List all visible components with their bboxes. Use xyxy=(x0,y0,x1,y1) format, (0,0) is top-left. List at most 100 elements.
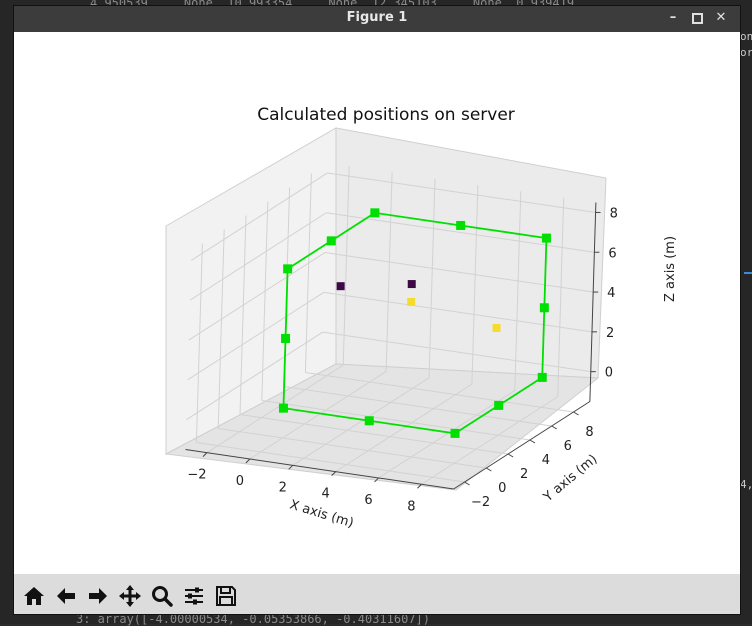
back-icon xyxy=(57,588,75,604)
save-icon xyxy=(216,586,236,606)
zoom-button[interactable] xyxy=(148,582,176,610)
outline-marker xyxy=(494,400,504,410)
floor-grid-x xyxy=(378,390,516,479)
outline-marker xyxy=(364,416,374,426)
y-tick xyxy=(551,425,557,430)
floor-grid-y xyxy=(218,428,487,469)
figure-window: Figure 1 – ✕ −2 0 2 4 6 8 −2 0 2 4 6 8 0 2 4 6 8 Calcula… xyxy=(14,6,740,614)
side-grid-z xyxy=(186,331,323,421)
floor-grid-y xyxy=(283,386,552,427)
back-grid-x xyxy=(557,197,565,397)
z-axis-line xyxy=(589,202,597,402)
outline-marker xyxy=(326,236,336,246)
side-grid-z xyxy=(190,172,328,261)
scatter-point xyxy=(336,282,345,291)
back-grid-x xyxy=(428,178,436,378)
chart-title: Calculated positions on server xyxy=(257,105,515,125)
forward-icon xyxy=(89,588,107,604)
x-tick-label: 8 xyxy=(407,499,415,514)
y-tick xyxy=(529,439,536,444)
side-grid-z xyxy=(187,291,325,381)
back-grid-x xyxy=(514,191,522,391)
floor-grid-x xyxy=(421,396,558,485)
side-grid-z xyxy=(188,252,326,341)
grid-lines xyxy=(186,166,596,485)
y-tick xyxy=(486,467,492,472)
configure-subplots-button[interactable] xyxy=(180,582,208,610)
x-tick xyxy=(245,458,251,464)
side-grid-y xyxy=(217,229,225,429)
outline-marker xyxy=(539,303,549,313)
z-tick-label: 0 xyxy=(605,366,613,381)
side-grid-y xyxy=(261,201,269,401)
y-tick xyxy=(507,453,514,458)
y-tick-label: 2 xyxy=(520,467,528,482)
maximize-button[interactable] xyxy=(688,9,706,27)
maximize-icon xyxy=(691,13,703,24)
back-grid-x xyxy=(385,172,393,372)
back-grid-z xyxy=(323,291,593,333)
back-grid-z xyxy=(327,172,596,213)
minimize-button[interactable]: – xyxy=(669,10,677,25)
side-grid-z xyxy=(189,212,327,301)
terminal-line-top: 4.950539 None 10.993354 None 12.345103 N… xyxy=(90,0,575,10)
y-tick-label: 6 xyxy=(564,439,572,454)
outline-marker xyxy=(456,220,466,230)
scatter-point xyxy=(492,323,501,332)
floor-grid-y xyxy=(196,442,465,483)
x-tick xyxy=(331,471,337,476)
floor-grid-y xyxy=(239,414,509,455)
floor-grid-x xyxy=(335,383,473,473)
outline-marker xyxy=(283,264,293,274)
axis-lines xyxy=(185,202,601,490)
outline-marker xyxy=(281,333,291,343)
home-button[interactable] xyxy=(20,582,48,610)
data-series xyxy=(278,208,551,438)
x-tick xyxy=(288,464,294,470)
back-button[interactable] xyxy=(52,582,80,610)
floor-grid-y xyxy=(261,400,530,441)
y-tick xyxy=(464,481,470,486)
scatter-point xyxy=(407,297,416,306)
x-tick-label: 4 xyxy=(322,487,330,502)
forward-button[interactable] xyxy=(84,582,112,610)
back-grid-x xyxy=(342,166,350,366)
terminal-line-right: or xyxy=(740,46,752,59)
x-tick-label: −2 xyxy=(187,468,206,483)
floor-grid-x xyxy=(292,377,430,466)
floor-pane xyxy=(164,363,600,491)
z-tick-label: 4 xyxy=(607,286,615,301)
back-grid-z xyxy=(322,331,591,373)
window-titlebar[interactable]: Figure 1 – ✕ xyxy=(14,6,740,32)
side-grid-y xyxy=(239,215,247,415)
y-axis-line xyxy=(453,401,591,490)
z-tick-label: 2 xyxy=(606,326,614,341)
outline-marker xyxy=(278,403,288,413)
side-grid-y xyxy=(195,243,203,443)
x-axis-label: X axis (m) xyxy=(288,497,356,531)
terminal-accent xyxy=(744,272,752,274)
back-grid-z xyxy=(326,212,595,253)
home-icon xyxy=(24,587,44,605)
navigation-toolbar xyxy=(14,574,740,614)
pan-button[interactable] xyxy=(116,582,144,610)
y-tick-label: 8 xyxy=(585,425,593,440)
pan-icon xyxy=(119,585,141,607)
x-tick-label: 6 xyxy=(364,493,372,508)
back-grid-z xyxy=(324,252,594,293)
floor-grid-x xyxy=(206,364,344,454)
floor-grid-y xyxy=(305,372,574,413)
figure-canvas[interactable]: −2 0 2 4 6 8 −2 0 2 4 6 8 0 2 4 6 8 Calculated positions… xyxy=(14,32,740,574)
x-tick-label: 2 xyxy=(279,480,287,495)
floor-grid-x xyxy=(249,371,387,460)
save-button[interactable] xyxy=(212,582,240,610)
y-tick-label: −2 xyxy=(471,495,490,510)
close-button[interactable]: ✕ xyxy=(715,10,727,25)
outline-marker xyxy=(450,428,460,438)
z-tick-label: 6 xyxy=(608,246,616,261)
y-tick-label: 0 xyxy=(498,481,506,496)
z-tick-label: 8 xyxy=(610,206,618,221)
z-axis-label: Z axis (m) xyxy=(663,236,678,302)
